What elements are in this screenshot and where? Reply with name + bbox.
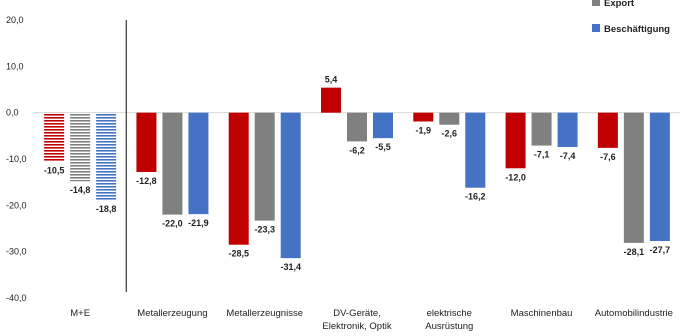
y-tick-label: 10,0: [6, 61, 24, 71]
legend-label: Export: [604, 0, 635, 9]
data-label: -2,6: [442, 129, 458, 139]
bar: [465, 112, 486, 188]
data-label: -7,6: [600, 152, 616, 162]
data-label: -6,2: [349, 145, 365, 155]
bar: [505, 112, 526, 169]
bar: [188, 112, 209, 215]
bar: [44, 112, 65, 162]
bar: [557, 112, 578, 147]
x-category-label: M+E: [70, 308, 90, 319]
bar: [280, 112, 301, 259]
data-labels: -10,5 -12,8 -28,5 5,4 -1,9 -12,0 -7,6 -14,8 -22,…: [44, 75, 670, 273]
data-label: 5,4: [325, 75, 338, 85]
bar: [623, 112, 644, 243]
bar: [531, 112, 552, 146]
data-label: -22,0: [162, 219, 183, 229]
data-label: -21,9: [188, 218, 209, 228]
data-label: -5,5: [375, 142, 391, 152]
legend-swatch: [592, 24, 600, 32]
data-label: -27,7: [650, 245, 671, 255]
data-label: -31,4: [280, 262, 301, 272]
legend: Export Beschäftigung: [592, 0, 670, 35]
data-label: -14,8: [70, 185, 91, 195]
data-label: -28,5: [228, 249, 249, 259]
data-label: -7,1: [534, 150, 550, 160]
legend-swatch: [592, 0, 600, 6]
bar: [649, 112, 670, 242]
data-label: -16,2: [465, 192, 486, 202]
x-category-label: Metallerzeugung: [137, 308, 207, 319]
data-label: -12,0: [505, 172, 526, 182]
bar: [413, 112, 434, 122]
y-tick-label: -30,0: [6, 247, 27, 257]
bar: [597, 112, 618, 148]
bar: [347, 112, 367, 142]
bar: [439, 112, 460, 125]
bar: [96, 112, 117, 200]
bar: [321, 87, 341, 113]
bar: [162, 112, 183, 215]
data-label: -28,1: [624, 247, 645, 257]
y-tick-label: -10,0: [6, 154, 27, 164]
bar: [70, 112, 91, 182]
data-label: -7,4: [560, 151, 576, 161]
bar: [136, 112, 157, 172]
data-label: -12,8: [136, 176, 157, 186]
x-category-label: DV-Geräte, Elektronik, Optik: [322, 308, 391, 332]
data-label: -10,5: [44, 165, 65, 175]
y-axis: 20,0 10,0 0,0 -10,0 -20,0 -30,0 -40,0: [6, 15, 27, 303]
x-axis: M+E Metallerzeugung Metallerzeugnisse DV-Ge…: [34, 20, 680, 332]
bar: [373, 112, 393, 139]
y-tick-label: -20,0: [6, 200, 27, 210]
y-tick-label: 0,0: [6, 108, 19, 118]
data-label: -23,3: [254, 225, 275, 235]
x-category-label: Metallerzeugnisse: [226, 308, 303, 319]
legend-label: Beschäftigung: [604, 24, 670, 35]
x-category-label: Automobilindustrie: [595, 308, 673, 319]
bars: [44, 87, 670, 259]
x-category-label: elektrische Ausrüstung: [425, 308, 473, 332]
x-category-label: Maschinenbau: [511, 308, 573, 319]
bar: [228, 112, 249, 245]
y-tick-label: -40,0: [6, 293, 27, 303]
data-label: -1,9: [416, 125, 432, 135]
bar: [254, 112, 275, 221]
data-label: -18,8: [96, 204, 117, 214]
y-tick-label: 20,0: [6, 15, 24, 25]
